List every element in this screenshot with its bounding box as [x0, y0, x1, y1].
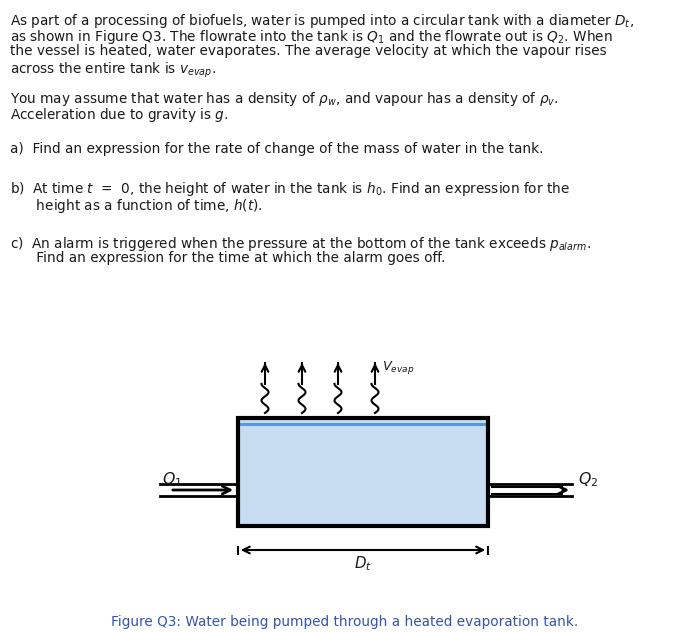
Text: height as a function of time, $h(t)$.: height as a function of time, $h(t)$.	[10, 197, 263, 215]
Text: You may assume that water has a density of $\rho_w$, and vapour has a density of: You may assume that water has a density …	[10, 90, 559, 108]
Text: Acceleration due to gravity is $g$.: Acceleration due to gravity is $g$.	[10, 106, 228, 124]
Text: Figure Q3: Water being pumped through a heated evaporation tank.: Figure Q3: Water being pumped through a …	[111, 615, 579, 629]
Text: the vessel is heated, water evaporates. The average velocity at which the vapour: the vessel is heated, water evaporates. …	[10, 44, 607, 58]
Text: Find an expression for the time at which the alarm goes off.: Find an expression for the time at which…	[10, 251, 445, 265]
Text: $D_t$: $D_t$	[354, 554, 372, 573]
Text: as shown in Figure Q3. The flowrate into the tank is $Q_1$ and the flowrate out : as shown in Figure Q3. The flowrate into…	[10, 28, 613, 46]
Bar	[238, 418, 488, 526]
Text: c)  An alarm is triggered when the pressure at the bottom of the tank exceeds $p: c) An alarm is triggered when the pressu…	[10, 235, 591, 253]
Text: $Q_2$: $Q_2$	[578, 470, 598, 489]
Text: As part of a processing of biofuels, water is pumped into a circular tank with a: As part of a processing of biofuels, wat…	[10, 12, 634, 30]
Text: b)  At time $t$  =  0, the height of water in the tank is $h_0$. Find an express: b) At time $t$ = 0, the height of water …	[10, 180, 570, 198]
Text: a)  Find an expression for the rate of change of the mass of water in the tank.: a) Find an expression for the rate of ch…	[10, 142, 544, 156]
Text: across the entire tank is $v_{evap}$.: across the entire tank is $v_{evap}$.	[10, 61, 216, 80]
Text: $V_{evap}$: $V_{evap}$	[382, 359, 415, 376]
Text: $Q_1$: $Q_1$	[162, 470, 182, 489]
Bar	[238, 418, 488, 526]
